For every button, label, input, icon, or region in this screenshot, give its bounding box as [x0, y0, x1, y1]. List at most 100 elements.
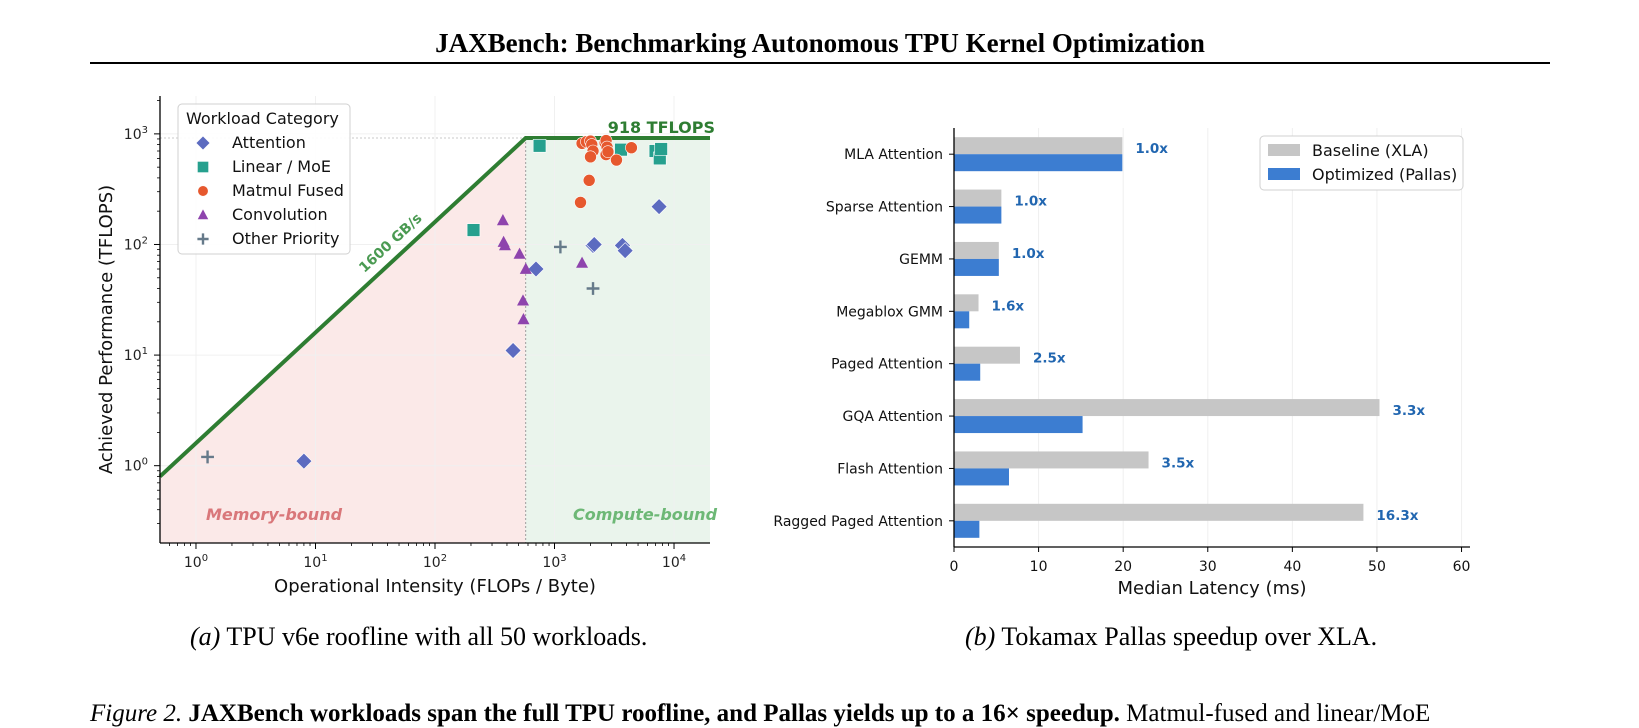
- subfigure-b-label: (b): [965, 622, 996, 651]
- page-header: JAXBench: Benchmarking Autonomous TPU Ke…: [90, 26, 1550, 64]
- series-matmul-fused: [574, 134, 638, 209]
- category-label: Paged Attention: [831, 357, 943, 373]
- bar-baseline: [954, 346, 1020, 364]
- legend-marker: [197, 185, 209, 197]
- legend-marker: [197, 233, 209, 245]
- x-axis-title: Operational Intensity (FLOPs / Byte): [274, 576, 596, 597]
- data-point: [466, 223, 481, 237]
- x-axis-title: Median Latency (ms): [1117, 578, 1306, 599]
- legend-marker: [197, 209, 209, 220]
- compute-bound-region: [525, 137, 710, 543]
- latency-bar-chart: 1.0x MLA Attention 1.0x Sparse Attention 1.0…: [773, 128, 1470, 599]
- data-point: [585, 236, 603, 253]
- subfigure-a-label: (a): [190, 622, 221, 651]
- speedup-label: 3.3x: [1392, 403, 1425, 419]
- bar-optimized: [954, 258, 999, 276]
- x-tick-label: 30: [1199, 559, 1217, 575]
- bar-baseline: [954, 189, 1002, 207]
- y-tick-label: 102: [124, 235, 148, 253]
- data-point: [654, 142, 668, 156]
- data-point: [601, 145, 615, 158]
- category-label: Flash Attention: [837, 461, 943, 477]
- bar-baseline: [954, 399, 1380, 417]
- data-point: [527, 260, 545, 278]
- legend-label: Other Priority: [232, 229, 339, 248]
- data-point: [650, 198, 668, 216]
- speedup-label: 2.5x: [1033, 351, 1066, 367]
- data-point: [586, 282, 600, 295]
- legend-label: Optimized (Pallas): [1312, 165, 1457, 184]
- speedup-label: 1.0x: [1135, 141, 1168, 157]
- figure-caption-rest: Matmul-fused and linear/MoE: [1126, 700, 1431, 727]
- x-tick-label: 101: [303, 553, 327, 571]
- legend: Workload Category Attention Linear / MoE Ma…: [177, 103, 351, 255]
- x-tick-label: 104: [662, 553, 686, 571]
- bar-optimized: [954, 468, 1009, 486]
- legend-marker: [197, 161, 209, 173]
- peak-label: 918 TFLOPS: [608, 118, 715, 137]
- roofline-line: [158, 135, 710, 478]
- legend-swatch: [1268, 168, 1300, 180]
- legend-label: Convolution: [232, 205, 328, 224]
- category-label: Ragged Paged Attention: [773, 514, 943, 530]
- legend-marker: [195, 135, 211, 151]
- bar-optimized: [954, 154, 1123, 172]
- speedup-label: 16.3x: [1376, 508, 1418, 524]
- bar-optimized: [954, 520, 980, 538]
- data-point: [496, 214, 509, 226]
- data-point: [574, 196, 587, 209]
- data-point: [517, 313, 530, 325]
- category-label: Megablox GMM: [836, 304, 943, 320]
- subfigure-a-caption: (a) TPU v6e roofline with all 50 workloa…: [190, 622, 647, 652]
- series-attention: [295, 198, 668, 470]
- bar-baseline: [954, 137, 1123, 155]
- memory-bound-label: Memory-bound: [206, 505, 343, 524]
- subfigure-b-caption: (b) Tokamax Pallas speedup over XLA.: [965, 622, 1377, 652]
- legend-label: Matmul Fused: [232, 181, 344, 200]
- bar-baseline: [954, 503, 1364, 521]
- legend-label: Baseline (XLA): [1312, 141, 1429, 160]
- y-tick-label: 101: [124, 346, 148, 364]
- data-point: [582, 174, 596, 187]
- y-tick-label: 103: [124, 125, 148, 143]
- data-point: [201, 450, 214, 464]
- x-tick-label: 40: [1283, 559, 1301, 575]
- bar-optimized: [954, 363, 981, 381]
- data-point: [498, 239, 511, 251]
- compute-bound-label: Compute-bound: [573, 505, 718, 524]
- data-point: [532, 139, 547, 153]
- data-point: [576, 256, 589, 268]
- legend-box: [1259, 135, 1464, 191]
- x-tick-label: 100: [184, 553, 208, 571]
- legend-box: [177, 103, 351, 255]
- series-convolution: [496, 214, 589, 325]
- category-label: GQA Attention: [842, 409, 943, 425]
- memory-bound-region: [160, 137, 526, 543]
- data-point: [553, 240, 567, 254]
- data-point: [295, 452, 313, 470]
- series-linear-moe: [466, 139, 668, 237]
- legend: Baseline (XLA) Optimized (Pallas): [1259, 135, 1464, 191]
- subfigure-a-text: TPU v6e roofline with all 50 workloads.: [226, 622, 648, 651]
- bar-optimized: [954, 416, 1083, 434]
- data-point: [625, 141, 638, 154]
- y-axis-title: Achieved Performance (TFLOPS): [96, 185, 117, 474]
- x-tick-label: 0: [950, 559, 959, 575]
- x-tick-label: 103: [542, 553, 566, 571]
- figure-caption: Figure 2. JAXBench workloads span the fu…: [90, 700, 1630, 728]
- data-point: [517, 294, 530, 306]
- data-point: [584, 150, 597, 164]
- speedup-label: 1.0x: [1012, 246, 1045, 262]
- x-tick-label: 10: [1030, 559, 1048, 575]
- category-label: Sparse Attention: [826, 200, 943, 216]
- data-point: [616, 242, 634, 260]
- data-point: [519, 262, 532, 274]
- legend-title: Workload Category: [186, 109, 339, 128]
- series-other-priority: [201, 240, 600, 464]
- data-point: [513, 247, 526, 259]
- speedup-label: 1.0x: [1014, 194, 1047, 210]
- paper-running-title: JAXBench: Benchmarking Autonomous TPU Ke…: [435, 28, 1205, 58]
- speedup-label: 3.5x: [1162, 455, 1195, 471]
- figure-caption-label: Figure 2.: [90, 700, 183, 727]
